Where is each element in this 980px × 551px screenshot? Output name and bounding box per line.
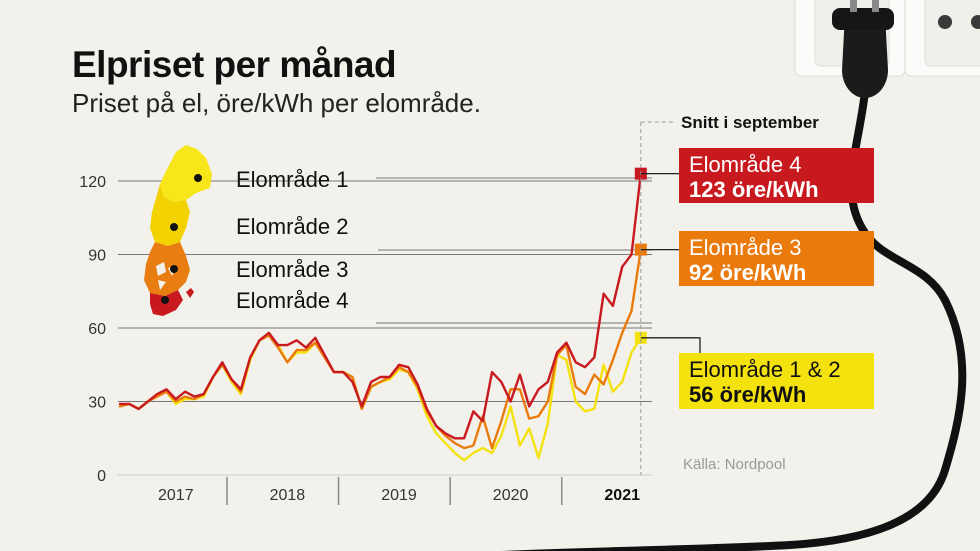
map-label-area-4: Elområde 4 [236,288,349,313]
callout-area-3-value: 92 öre/kWh [689,260,807,285]
source-note: Källa: Nordpool [683,456,786,473]
map-marker-area-3 [170,265,178,273]
map-marker-area-1 [194,174,202,182]
y-tick-label: 0 [97,468,106,485]
map-label-area-2: Elområde 2 [236,214,349,239]
map-area-1 [160,145,212,202]
callout-area-1-2: Elområde 1 & 2 56 öre/kWh [679,353,874,409]
chart-year-dividers [226,477,563,505]
chart-y-ticks: 0 30 60 90 120 [79,174,106,485]
chart-x-ticks: 2017 2018 2019 2020 2021 [158,487,640,504]
map-marker-area-2 [170,223,178,231]
map-area-2 [150,184,190,246]
map-lake [158,280,166,290]
callout-leader [640,337,701,353]
map-label-area-1: Elområde 1 [236,167,349,192]
map-island-gotland [186,288,194,298]
chart-series [118,172,642,462]
callout-area-4: Elområde 4 123 öre/kWh [679,148,874,203]
callout-area-4-label: Elområde 4 [689,152,802,177]
x-tick-label: 2019 [381,487,417,504]
map-area-3 [144,242,190,296]
y-tick-label: 90 [88,248,106,265]
callout-area-1-2-value: 56 öre/kWh [689,382,807,407]
callout-header: Snitt i september [681,113,819,132]
callout-area-3-label: Elområde 3 [689,235,802,260]
series-line-2 [118,248,642,450]
map-label-area-3: Elområde 3 [236,257,349,282]
x-tick-label: 2020 [493,487,529,504]
y-tick-label: 120 [79,174,106,191]
y-tick-label: 60 [88,321,106,338]
x-tick-label: 2017 [158,487,194,504]
map-lake [156,262,166,276]
chart-title: Elpriset per månad [72,44,397,85]
callout-area-1-2-label: Elområde 1 & 2 [689,357,841,382]
callout-leader-lines [640,121,701,475]
chart-subtitle: Priset på el, öre/kWh per elområde. [72,88,481,118]
x-tick-label: 2021 [604,487,640,504]
y-tick-label: 30 [88,395,106,412]
callout-area-4-value: 123 öre/kWh [689,177,819,202]
series-line-3 [118,172,642,440]
sweden-map: Elområde 1 Elområde 2 Elområde 3 Elområd… [144,145,349,316]
x-tick-label: 2018 [270,487,306,504]
plug-cable-illustration [501,0,967,551]
map-marker-area-4 [161,296,169,304]
callout-area-3: Elområde 3 92 öre/kWh [679,231,874,286]
